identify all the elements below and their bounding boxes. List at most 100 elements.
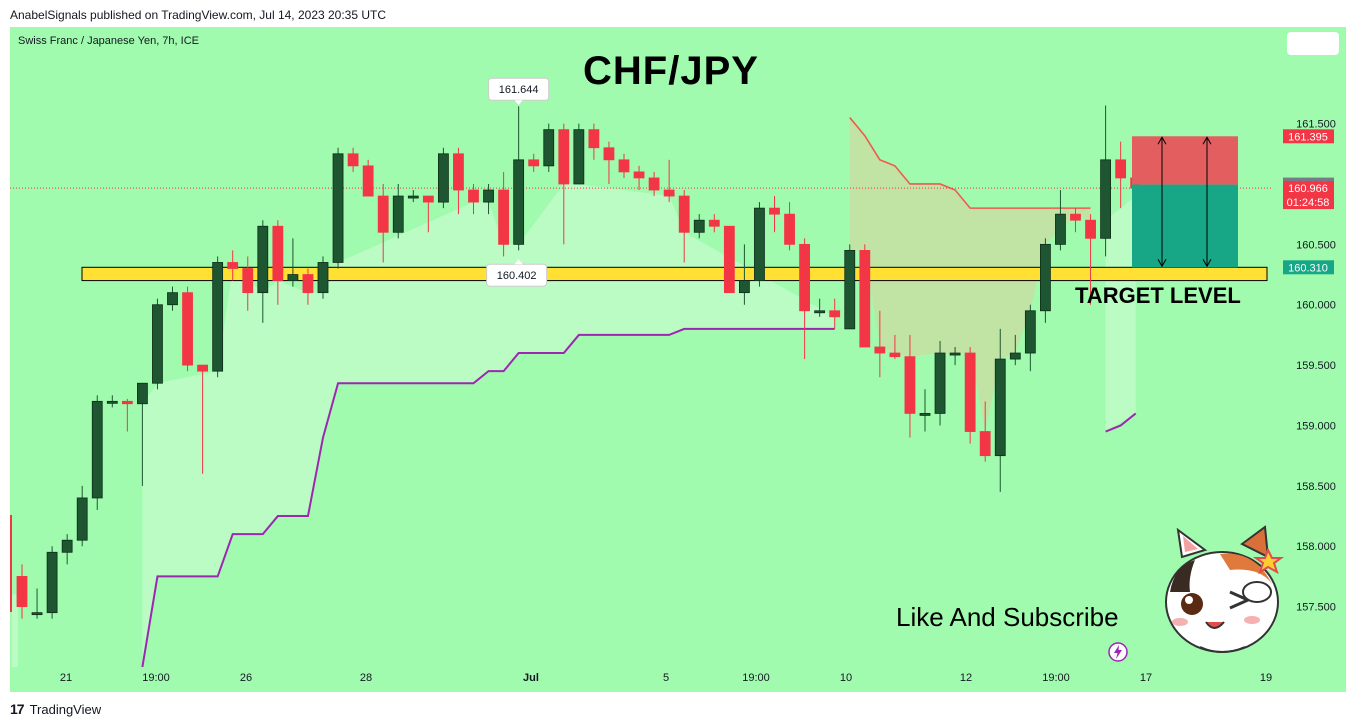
candle-body xyxy=(859,249,871,348)
x-tick-label: Jul xyxy=(523,672,539,684)
candle-body xyxy=(799,243,810,312)
footer-brand[interactable]: 17 TradingView xyxy=(10,701,101,717)
chart-menu-button[interactable] xyxy=(1287,32,1339,55)
x-tick-label: 21 xyxy=(60,672,72,684)
price-label: 160.966 xyxy=(1288,183,1328,195)
candle-body xyxy=(829,310,841,318)
low-callout-label: 160.402 xyxy=(497,270,537,282)
subscribe-label: Like And Subscribe xyxy=(896,602,1119,632)
candle-body xyxy=(964,352,976,432)
x-tick-label: 19:00 xyxy=(142,672,170,684)
x-tick-label: 12 xyxy=(960,672,972,684)
candle-body xyxy=(377,195,389,233)
x-tick-label: 5 xyxy=(663,672,669,684)
candle-body xyxy=(167,292,178,306)
cat-sticker-icon xyxy=(1165,525,1285,653)
footer-brand-label: TradingView xyxy=(29,701,102,717)
candle-body xyxy=(16,576,28,608)
candle-body xyxy=(588,129,600,149)
candle-body xyxy=(904,356,916,414)
candle-body xyxy=(1024,310,1036,354)
low-callout-pointer xyxy=(514,259,523,265)
x-tick-label: 28 xyxy=(360,672,372,684)
uptrend-fill-start xyxy=(12,594,18,667)
candle-body xyxy=(152,304,163,384)
candle-body xyxy=(422,195,434,203)
candle-body xyxy=(437,153,449,203)
y-tick-label: 159.000 xyxy=(1296,420,1336,432)
position-arrow-down xyxy=(1202,259,1212,268)
candle-body xyxy=(919,413,931,416)
x-tick-label: 19 xyxy=(1260,672,1272,684)
candle-body xyxy=(498,189,510,245)
y-tick-label: 160.500 xyxy=(1296,239,1336,251)
candle-body xyxy=(272,225,284,281)
uptrend-fill-end xyxy=(1105,196,1136,432)
high-callout-label: 161.644 xyxy=(499,84,539,96)
candle-body xyxy=(543,129,555,167)
price-label-box xyxy=(1283,129,1334,144)
candle-body xyxy=(648,177,660,191)
y-tick-label: 157.500 xyxy=(1296,602,1336,614)
target-band-layer xyxy=(81,266,1268,282)
candle-body xyxy=(979,431,991,457)
candle-body xyxy=(137,382,148,405)
y-tick-label: 158.000 xyxy=(1296,541,1336,553)
candle-body xyxy=(362,165,374,197)
candle-body xyxy=(723,225,735,294)
flash-icon[interactable] xyxy=(1107,641,1129,663)
candle-body xyxy=(693,219,705,233)
uptrend-fill xyxy=(142,183,835,667)
candle-body xyxy=(468,189,479,203)
candle-body xyxy=(197,364,209,372)
x-tick-label: 10 xyxy=(840,672,852,684)
candle-body xyxy=(558,129,570,185)
supertrend-line-purple-end xyxy=(1105,412,1137,433)
candle-body xyxy=(332,153,344,263)
x-tick-label: 19:00 xyxy=(1042,672,1070,684)
candle-body xyxy=(287,274,299,281)
countdown-label: 01:24:58 xyxy=(1287,197,1330,209)
y-tick-label: 158.500 xyxy=(1296,481,1336,493)
candle-body xyxy=(874,346,886,354)
candle-body xyxy=(603,147,615,161)
price-label: 161.395 xyxy=(1288,131,1328,143)
candle-body xyxy=(754,207,765,281)
candle-body xyxy=(513,159,525,245)
candle-body xyxy=(242,268,254,294)
candle-body xyxy=(573,129,585,185)
candlestick-chart[interactable]: 157.500 158.000 158.500 159.000 159.500 160.0… xyxy=(10,27,1346,692)
candle-body xyxy=(302,274,314,294)
candle-body xyxy=(663,189,675,197)
candle-body xyxy=(61,539,73,553)
candle-body xyxy=(182,292,193,366)
candle-body xyxy=(1085,219,1096,239)
candle-body xyxy=(453,153,464,191)
candle-body xyxy=(106,400,118,404)
candle-body xyxy=(1055,213,1066,245)
candle-body xyxy=(317,262,329,294)
candle-body xyxy=(1100,159,1111,239)
target-band xyxy=(81,266,1268,282)
candle-body xyxy=(633,171,645,179)
candle-body xyxy=(528,159,540,167)
position-arrow-down xyxy=(1157,259,1167,268)
callouts-layer: 161.644 160.402 xyxy=(486,77,550,287)
candle-body xyxy=(31,612,43,616)
candle-body xyxy=(708,219,720,227)
x-tick-label: 17 xyxy=(1140,672,1152,684)
x-tick-label: 19:00 xyxy=(742,672,770,684)
candle-body xyxy=(769,207,780,215)
candle-body xyxy=(407,195,419,199)
candle-body xyxy=(678,195,690,233)
x-tick-label: 26 xyxy=(240,672,252,684)
candle-body xyxy=(76,497,88,541)
target-level-label: TARGET LEVEL xyxy=(1075,283,1241,308)
candle-body xyxy=(949,352,961,356)
candle-body xyxy=(347,153,359,167)
take-profit-zone xyxy=(1132,184,1238,268)
published-caption: AnabelSignals published on TradingView.c… xyxy=(10,8,387,22)
candle-body xyxy=(91,400,103,499)
chart-frame[interactable]: 157.500 158.000 158.500 159.000 159.500 160.0… xyxy=(10,27,1346,692)
price-label-box xyxy=(1283,260,1334,275)
